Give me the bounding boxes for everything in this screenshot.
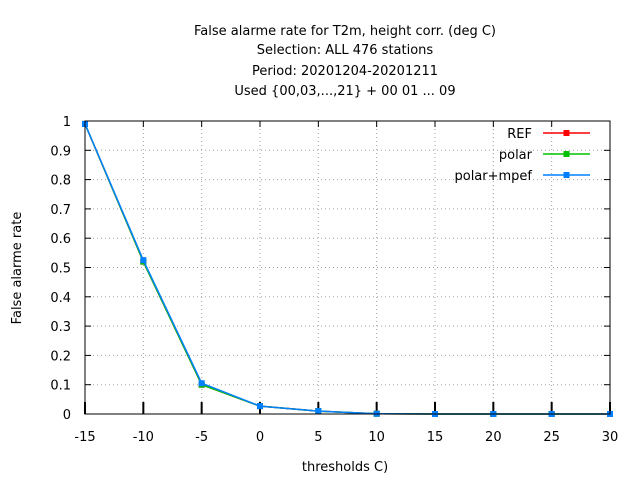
x-tick-label: 30 bbox=[602, 430, 619, 445]
series-line bbox=[84, 123, 610, 415]
legend-swatch-marker bbox=[563, 130, 570, 136]
x-tick-label: 10 bbox=[368, 430, 385, 445]
grid bbox=[85, 121, 610, 414]
y-tick-label: 0.2 bbox=[50, 349, 71, 364]
plot-frame bbox=[84, 120, 611, 415]
x-tick-label: 25 bbox=[543, 430, 560, 445]
legend-label: REF bbox=[507, 127, 532, 142]
y-tick-labels: 0 0.1 0.2 0.3 0.4 0.5 0.6 0.7 0.8 0.9 1 bbox=[50, 115, 71, 423]
y-tick-label: 0.1 bbox=[50, 379, 71, 394]
series-line bbox=[84, 123, 610, 415]
series-line bbox=[84, 123, 610, 415]
x-tick-label: 15 bbox=[427, 430, 444, 445]
y-tick-label: 0.6 bbox=[50, 232, 71, 247]
y-tick-label: 0.9 bbox=[50, 144, 71, 159]
chart-title: False alarme rate for T2m, height corr. … bbox=[194, 24, 496, 99]
legend-swatch-marker bbox=[563, 151, 570, 157]
y-tick-label: 0.5 bbox=[50, 262, 71, 277]
x-tick-label: -15 bbox=[74, 430, 95, 445]
data-point bbox=[257, 403, 263, 410]
data-point bbox=[198, 380, 205, 387]
y-tick-label: 0 bbox=[63, 408, 71, 423]
data-point bbox=[315, 408, 322, 415]
data-point bbox=[140, 257, 147, 264]
legend-label: polar bbox=[499, 148, 533, 163]
x-tick-label: 5 bbox=[314, 430, 322, 445]
title-line-1: False alarme rate for T2m, height corr. … bbox=[194, 24, 496, 39]
x-tick-label: -10 bbox=[133, 430, 154, 445]
title-line-2: Selection: ALL 476 stations bbox=[257, 43, 434, 58]
y-tick-label: 0.4 bbox=[50, 291, 71, 306]
x-tick-label: -5 bbox=[195, 430, 208, 445]
title-line-4: Used {00,03,...,21} + 00 01 ... 09 bbox=[234, 84, 455, 99]
legend-label: polar+mpef bbox=[454, 169, 532, 184]
legend-swatch-marker bbox=[563, 172, 570, 178]
y-tick-label: 0.3 bbox=[50, 320, 71, 335]
y-tick-label: 0.8 bbox=[50, 174, 71, 189]
series-lines bbox=[82, 120, 613, 417]
y-axis-label: False alarme rate bbox=[10, 212, 25, 325]
title-line-3: Period: 20201204-20201211 bbox=[252, 64, 438, 79]
y-tick-label: 0.7 bbox=[50, 203, 71, 218]
x-axis-label: thresholds C) bbox=[302, 460, 388, 475]
axis-ticks bbox=[84, 120, 611, 415]
x-tick-label: 0 bbox=[256, 430, 264, 445]
x-tick-label: 20 bbox=[485, 430, 502, 445]
x-tick-labels: -15 -10 -5 0 5 10 15 20 25 30 bbox=[74, 430, 618, 445]
legend: REF polar polar+mpef bbox=[454, 127, 590, 184]
y-tick-label: 1 bbox=[63, 115, 71, 130]
